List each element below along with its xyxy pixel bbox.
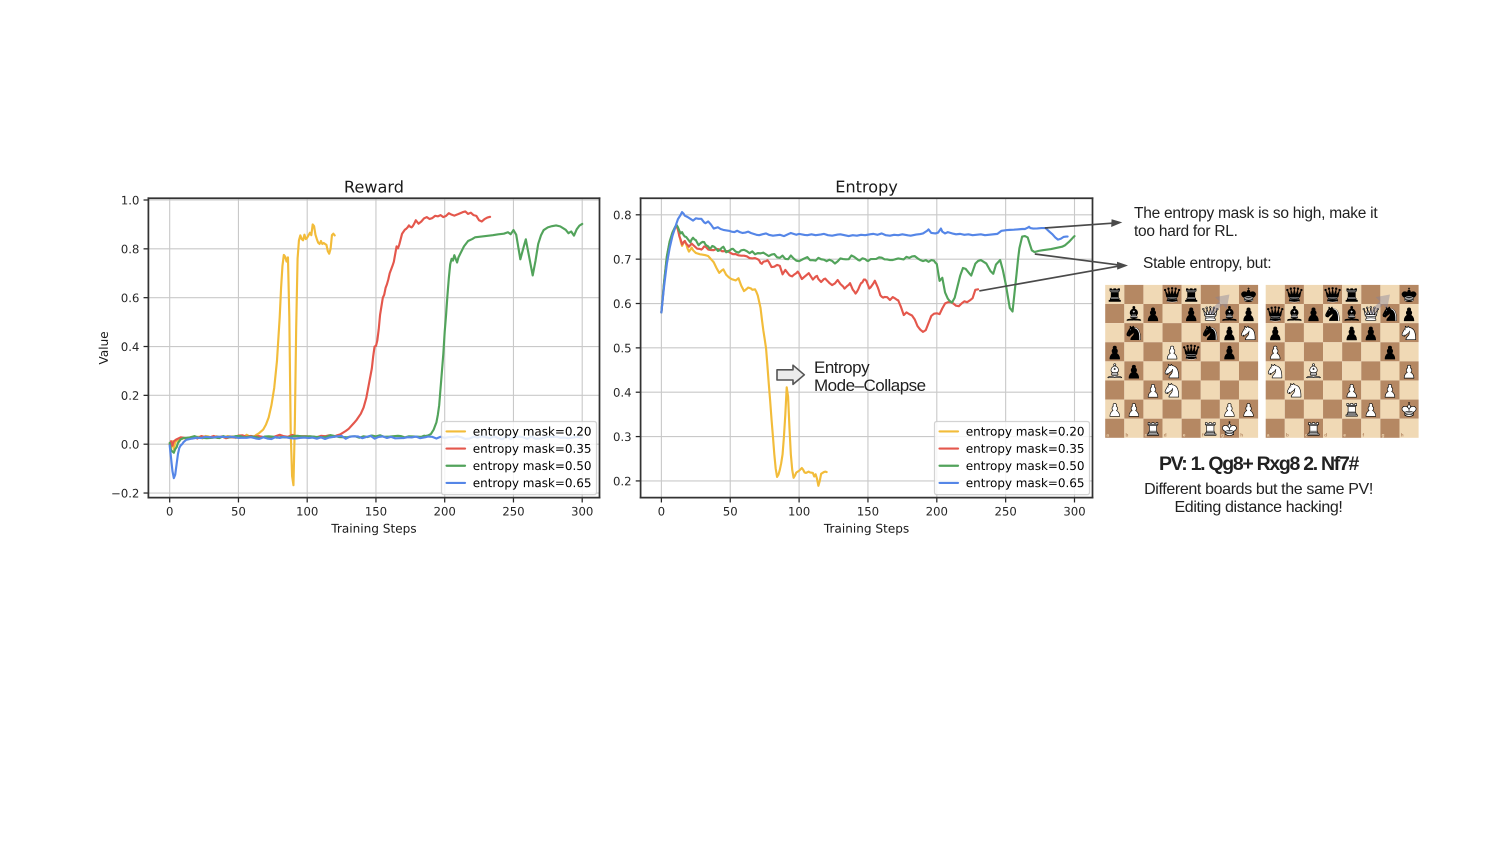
svg-text:2: 2 xyxy=(1415,400,1418,405)
svg-text:g: g xyxy=(1382,433,1385,438)
svg-text:8: 8 xyxy=(1415,285,1418,290)
svg-text:c: c xyxy=(1305,433,1308,438)
svg-text:2: 2 xyxy=(1254,400,1257,405)
svg-text:h: h xyxy=(1401,433,1404,438)
svg-text:6: 6 xyxy=(1254,324,1257,329)
svg-text:7: 7 xyxy=(1254,304,1257,309)
svg-text:7: 7 xyxy=(1415,304,1418,309)
svg-text:c: c xyxy=(1145,433,1148,438)
svg-text:6: 6 xyxy=(1415,324,1418,329)
svg-text:h: h xyxy=(1240,433,1243,438)
svg-text:5: 5 xyxy=(1415,343,1418,348)
svg-text:5: 5 xyxy=(1254,343,1257,348)
svg-text:1: 1 xyxy=(1254,419,1257,424)
svg-text:d: d xyxy=(1164,433,1167,438)
svg-text:e: e xyxy=(1343,433,1346,438)
svg-text:f: f xyxy=(1363,433,1365,438)
svg-text:8: 8 xyxy=(1254,285,1257,290)
svg-text:3: 3 xyxy=(1254,381,1257,386)
svg-text:4: 4 xyxy=(1415,362,1418,367)
svg-text:1: 1 xyxy=(1415,419,1418,424)
svg-text:a: a xyxy=(1267,433,1270,438)
svg-text:4: 4 xyxy=(1254,362,1257,367)
svg-text:d: d xyxy=(1324,433,1327,438)
svg-text:b: b xyxy=(1286,433,1289,438)
svg-text:b: b xyxy=(1126,433,1129,438)
svg-text:f: f xyxy=(1202,433,1204,438)
svg-text:a: a xyxy=(1106,433,1109,438)
svg-text:3: 3 xyxy=(1415,381,1418,386)
svg-text:e: e xyxy=(1183,433,1186,438)
svg-text:g: g xyxy=(1221,433,1224,438)
